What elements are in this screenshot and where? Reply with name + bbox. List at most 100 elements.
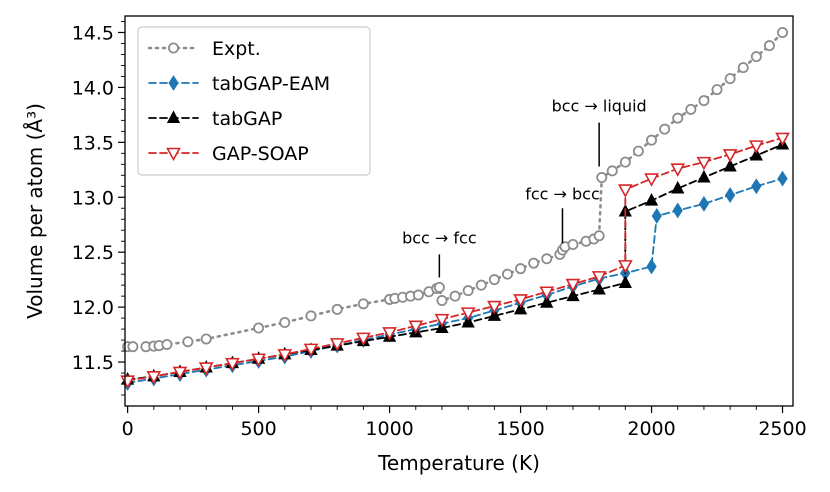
data-point-expt [541,253,553,265]
data-point-expt [449,290,461,302]
data-point-expt [528,257,540,269]
x-tick-label: 1500 [496,418,544,440]
data-point-expt [593,230,605,242]
annotation-label: bcc → liquid [552,97,647,116]
series-line-expt [126,31,784,349]
data-point-gap-soap [460,307,476,321]
y-tick-label: 13.0 [72,187,114,209]
data-point-gap-soap [434,313,450,328]
data-point-expt [182,336,194,348]
data-point-expt [646,134,658,146]
y-tick-label: 12.0 [72,297,114,319]
data-point-gap-soap [644,173,659,187]
data-point-expt [161,338,173,350]
data-point-gap-soap [172,366,188,381]
data-point-expt [501,268,513,280]
data-point-expt [659,123,671,135]
data-point-expt [698,95,710,107]
data-point-expt [750,51,762,63]
annotation-label: fcc → bcc [525,184,600,203]
data-point-tabgap-eam [672,202,683,219]
x-axis-label: Temperature (K) [377,451,540,475]
tick-layer: 0 500 1000 1500 2000 2500 11.5 12.0 12.5 13.0 13.5… [72,21,807,440]
legend-marker-tabgap [166,110,181,123]
data-point-tabgap [513,301,528,315]
data-point-tabgap-eam [751,178,762,195]
data-point-gap-soap [696,156,712,171]
data-point-gap-soap [565,278,581,293]
data-point-gap-soap [225,357,240,372]
data-point-tabgap [723,158,737,172]
y-tick-label: 14.5 [72,22,114,44]
data-point-gap-soap [408,320,424,334]
data-point-expt [433,281,445,293]
data-point-tabgap-eam [725,187,736,203]
data-point-expt [606,165,618,177]
data-point-gap-soap [487,300,502,315]
data-point-gap-soap [617,184,633,198]
y-tick-label: 12.5 [72,242,114,264]
series-gap-soap [120,132,790,389]
data-point-tabgap [697,169,711,183]
data-point-expt [412,289,424,301]
data-point-tabgap [592,281,606,295]
x-tick-label: 2500 [758,418,806,440]
data-point-expt [737,62,749,74]
data-point-gap-soap [775,132,790,147]
y-tick-label: 13.5 [72,132,114,154]
series-layer [120,26,790,391]
legend-marker-expt [167,42,179,54]
data-point-expt [596,171,608,183]
data-point-gap-soap [329,338,345,352]
data-point-gap-soap [513,294,528,308]
data-point-expt [475,279,487,291]
data-point-expt [357,298,369,310]
data-point-gap-soap [146,371,162,385]
legend-box [137,26,371,176]
data-point-expt [685,103,697,115]
data-point-tabgap-eam [646,258,657,275]
data-point-expt [515,263,527,275]
annotation-label: bcc → fcc [402,228,477,247]
data-point-gap-soap [617,260,633,274]
data-point-gap-soap [277,349,293,363]
data-point-gap-soap [251,353,266,367]
x-tick-label: 2000 [627,418,675,440]
y-tick-label: 14.0 [72,77,114,99]
data-point-gap-soap [198,362,214,376]
data-point-gap-soap [303,343,319,358]
data-point-expt [488,274,500,286]
data-point-expt [763,40,775,52]
data-point-gap-soap [748,140,764,154]
data-point-expt [436,295,448,307]
data-point-expt [632,145,644,157]
x-tick-label: 500 [240,418,276,440]
data-point-tabgap [461,314,475,328]
data-point-expt [200,333,212,345]
data-point-gap-soap [382,327,397,341]
data-point-tabgap-eam [651,208,662,224]
data-point-gap-soap [356,332,371,347]
x-tick-label: 0 [122,418,134,440]
data-point-gap-soap [670,163,686,177]
data-point-gap-soap [539,286,555,300]
data-point-tabgap-eam [777,170,788,187]
data-point-tabgap-eam [698,195,710,212]
data-point-expt [711,84,723,96]
data-point-tabgap [566,288,580,302]
data-point-tabgap [540,295,554,308]
data-point-tabgap [644,192,659,206]
data-point-gap-soap [591,271,607,285]
y-tick-label: 11.5 [72,352,114,374]
annotation-layer: bcc → fcc fcc → bcc bcc → liquid [402,97,647,278]
data-point-expt [777,26,789,38]
data-point-expt [619,156,631,168]
legend-label-tabgap-eam: tabGAP-EAM [212,73,330,95]
legend-marker-tabgap-eam [168,75,179,91]
data-point-tabgap [618,275,632,288]
y-axis-label: Volume per atom (Å³) [23,103,47,319]
legend-label-gap-soap: GAP-SOAP [212,143,309,165]
data-point-expt [672,112,684,124]
data-point-tabgap [487,308,501,321]
